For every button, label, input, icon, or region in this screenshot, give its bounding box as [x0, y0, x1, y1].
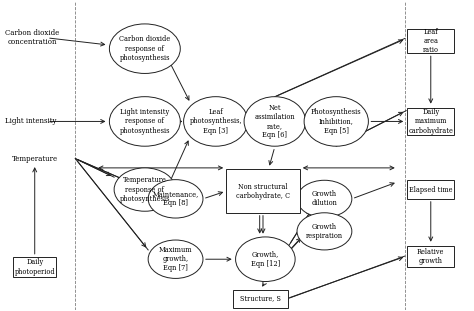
FancyBboxPatch shape [234, 290, 288, 308]
FancyBboxPatch shape [407, 246, 455, 267]
Text: Non structural
carbohydrate, C: Non structural carbohydrate, C [236, 183, 290, 200]
Text: Structure, S: Structure, S [240, 295, 281, 303]
Text: Growth
dilution: Growth dilution [311, 190, 337, 207]
Ellipse shape [244, 97, 306, 146]
Text: Light intensity
response of
photosynthesis: Light intensity response of photosynthes… [119, 108, 170, 135]
Text: Photosynthesis
Inhibition,
Eqn [5]: Photosynthesis Inhibition, Eqn [5] [311, 108, 362, 135]
Text: Daily
maximum
carbohydrate: Daily maximum carbohydrate [408, 108, 453, 135]
FancyBboxPatch shape [407, 29, 455, 53]
Text: Temperature
response of
photosynthesis: Temperature response of photosynthesis [119, 176, 170, 203]
Ellipse shape [236, 237, 295, 281]
Ellipse shape [114, 168, 175, 211]
Text: Light intensity: Light intensity [5, 118, 57, 125]
Ellipse shape [148, 180, 203, 218]
FancyBboxPatch shape [407, 180, 455, 199]
Text: Maximum
growth,
Eqn [7]: Maximum growth, Eqn [7] [159, 246, 192, 272]
Ellipse shape [297, 213, 352, 250]
Text: Elapsed time: Elapsed time [409, 186, 453, 193]
Ellipse shape [297, 180, 352, 217]
Ellipse shape [109, 97, 180, 146]
Text: Temperature: Temperature [12, 155, 58, 163]
Ellipse shape [148, 240, 203, 278]
Ellipse shape [183, 97, 248, 146]
Text: Carbon dioxide
concentration: Carbon dioxide concentration [5, 29, 60, 46]
Text: Daily
photoperiod: Daily photoperiod [14, 258, 55, 276]
Text: Growth,
Eqn [12]: Growth, Eqn [12] [251, 251, 280, 268]
Text: Relative
growth: Relative growth [417, 248, 445, 265]
Ellipse shape [304, 97, 368, 146]
Text: Leaf
area
ratio: Leaf area ratio [423, 28, 439, 54]
FancyBboxPatch shape [13, 257, 56, 277]
FancyBboxPatch shape [407, 108, 455, 135]
Text: Maintenance,
Eqn [8]: Maintenance, Eqn [8] [153, 190, 199, 207]
Text: Growth
respiration: Growth respiration [306, 223, 343, 240]
Ellipse shape [109, 24, 180, 73]
Text: Net
assimilation
rate,
Eqn [6]: Net assimilation rate, Eqn [6] [255, 104, 295, 139]
Text: Leaf
photosynthesis,
Eqn [3]: Leaf photosynthesis, Eqn [3] [190, 108, 242, 135]
FancyBboxPatch shape [227, 169, 300, 213]
Text: Carbon dioxide
response of
photosynthesis: Carbon dioxide response of photosynthesi… [119, 35, 171, 62]
